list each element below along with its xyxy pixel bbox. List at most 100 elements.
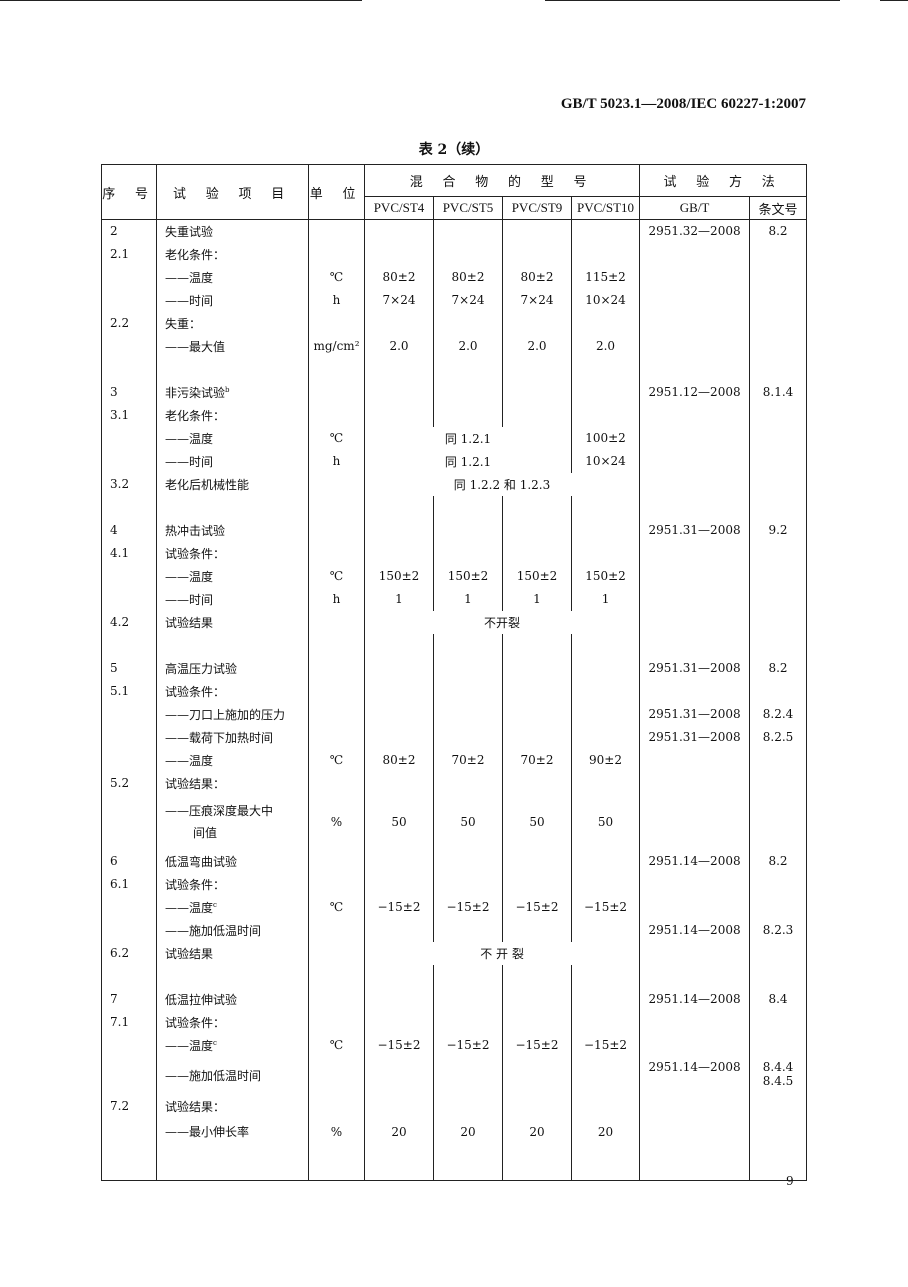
unit [308, 987, 365, 1011]
table-row: 3 非污染试验b 2951.12—2008 8.1.4 [101, 380, 808, 404]
test-item [156, 964, 309, 988]
row-number: 5.2 [101, 771, 157, 795]
test-item: 试验条件： [156, 679, 309, 703]
mix-value [364, 357, 434, 381]
table-row: 5.1 试验条件： [101, 679, 808, 703]
mix-value: −15±2 [570, 1033, 641, 1057]
page-number: 9 [786, 1174, 794, 1188]
mix-value [570, 357, 641, 381]
clause-number [749, 633, 808, 657]
mix-value [364, 918, 434, 942]
mix-value [433, 1056, 503, 1095]
test-item-label: 低温弯曲试验 [165, 854, 238, 869]
mix-value: 2.0 [570, 334, 641, 358]
row-number: 2 [101, 219, 157, 243]
unit [308, 541, 365, 565]
test-item-label: ——载荷下加热时间 [165, 730, 274, 745]
row-number: 6 [101, 849, 157, 873]
test-item-label: ——时间 [165, 293, 214, 308]
mix-value [570, 918, 641, 942]
test-item: 试验结果 [156, 610, 309, 634]
test-item-label: 低温拉伸试验 [165, 992, 238, 1007]
top-rule [880, 0, 908, 1]
mix-value: 80±2 [502, 265, 572, 289]
mix-value: 50 [364, 794, 434, 850]
mix-value [570, 518, 641, 542]
mix-value: 150±2 [570, 564, 641, 588]
header-clause: 条文号 [749, 196, 808, 220]
test-item-label: 失重试验 [165, 224, 214, 239]
top-rule [545, 0, 840, 1]
test-item: 试验结果： [156, 771, 309, 795]
merged-value: 不 开 裂 [363, 941, 641, 965]
unit: % [308, 1117, 365, 1146]
gbt-number [639, 895, 751, 919]
mix-value: 1 [570, 587, 641, 611]
mix-value: 50 [502, 794, 572, 850]
unit [308, 633, 365, 657]
mix-value [433, 849, 503, 873]
gbt-number [639, 449, 751, 473]
test-item [156, 633, 309, 657]
row-number: 2.2 [101, 311, 157, 335]
test-item-label: ——压痕深度最大中 [165, 804, 274, 818]
unit [308, 872, 365, 896]
gbt-number [639, 288, 751, 312]
unit [308, 964, 365, 988]
mix-value [364, 702, 434, 726]
merged-value: 同 1.2.1 [364, 449, 572, 473]
mix-value [570, 702, 641, 726]
table-row: 4.1 试验条件： [101, 541, 808, 565]
row-number: 7.2 [101, 1094, 157, 1118]
unit [308, 242, 365, 266]
gbt-number [639, 495, 751, 519]
row-number [101, 1117, 157, 1146]
table-row [101, 964, 808, 988]
gbt-number [639, 541, 751, 565]
clause-number [749, 1094, 808, 1118]
gbt-number [639, 403, 751, 427]
gbt-number [639, 357, 751, 381]
row-number [101, 702, 157, 726]
table-row: ——温度 ℃ 同 1.2.1 100±2 [101, 426, 808, 450]
mix-value [433, 1145, 503, 1181]
row-number [101, 449, 157, 473]
row-number: 6.1 [101, 872, 157, 896]
clause-number [749, 242, 808, 266]
table-row: ——载荷下加热时间 2951.31—2008 8.2.5 [101, 725, 808, 749]
unit: ℃ [308, 426, 365, 450]
row-number: 4 [101, 518, 157, 542]
mix-value [570, 679, 641, 703]
table-row: ——时间 h 7×24 7×24 7×24 10×24 [101, 288, 808, 312]
test-item: 试验结果 [156, 941, 309, 965]
gbt-number [639, 426, 751, 450]
mix-value [433, 964, 503, 988]
mix-value [502, 311, 572, 335]
table-row: ——温度c ℃ −15±2 −15±2 −15±2 −15±2 [101, 895, 808, 919]
clause-value: 8.2.4 [762, 707, 794, 721]
row-number [101, 725, 157, 749]
row-number: 5.1 [101, 679, 157, 703]
clause-number [749, 964, 808, 988]
test-item: 老化条件： [156, 403, 309, 427]
mix-value [502, 656, 572, 680]
test-item [156, 495, 309, 519]
test-item-label: ——时间 [165, 592, 214, 607]
clause-number: 8.2 [749, 656, 808, 680]
test-item-label: 失重： [165, 316, 202, 331]
mix-value [570, 1145, 641, 1181]
mix-value: 2.0 [502, 334, 572, 358]
unit [308, 702, 365, 726]
row-number [101, 748, 157, 772]
mix-value [364, 771, 434, 795]
clause-value: 8.1.4 [762, 385, 794, 399]
clause-number [749, 472, 808, 496]
row-number [101, 495, 157, 519]
mix-value [570, 1094, 641, 1118]
test-item-label: 试验结果： [165, 1099, 226, 1114]
test-item: ——温度 [156, 564, 309, 588]
clause-value: 8.4 [768, 992, 788, 1006]
gbt-number [639, 1145, 751, 1181]
mix-value [364, 495, 434, 519]
mix-value [364, 541, 434, 565]
